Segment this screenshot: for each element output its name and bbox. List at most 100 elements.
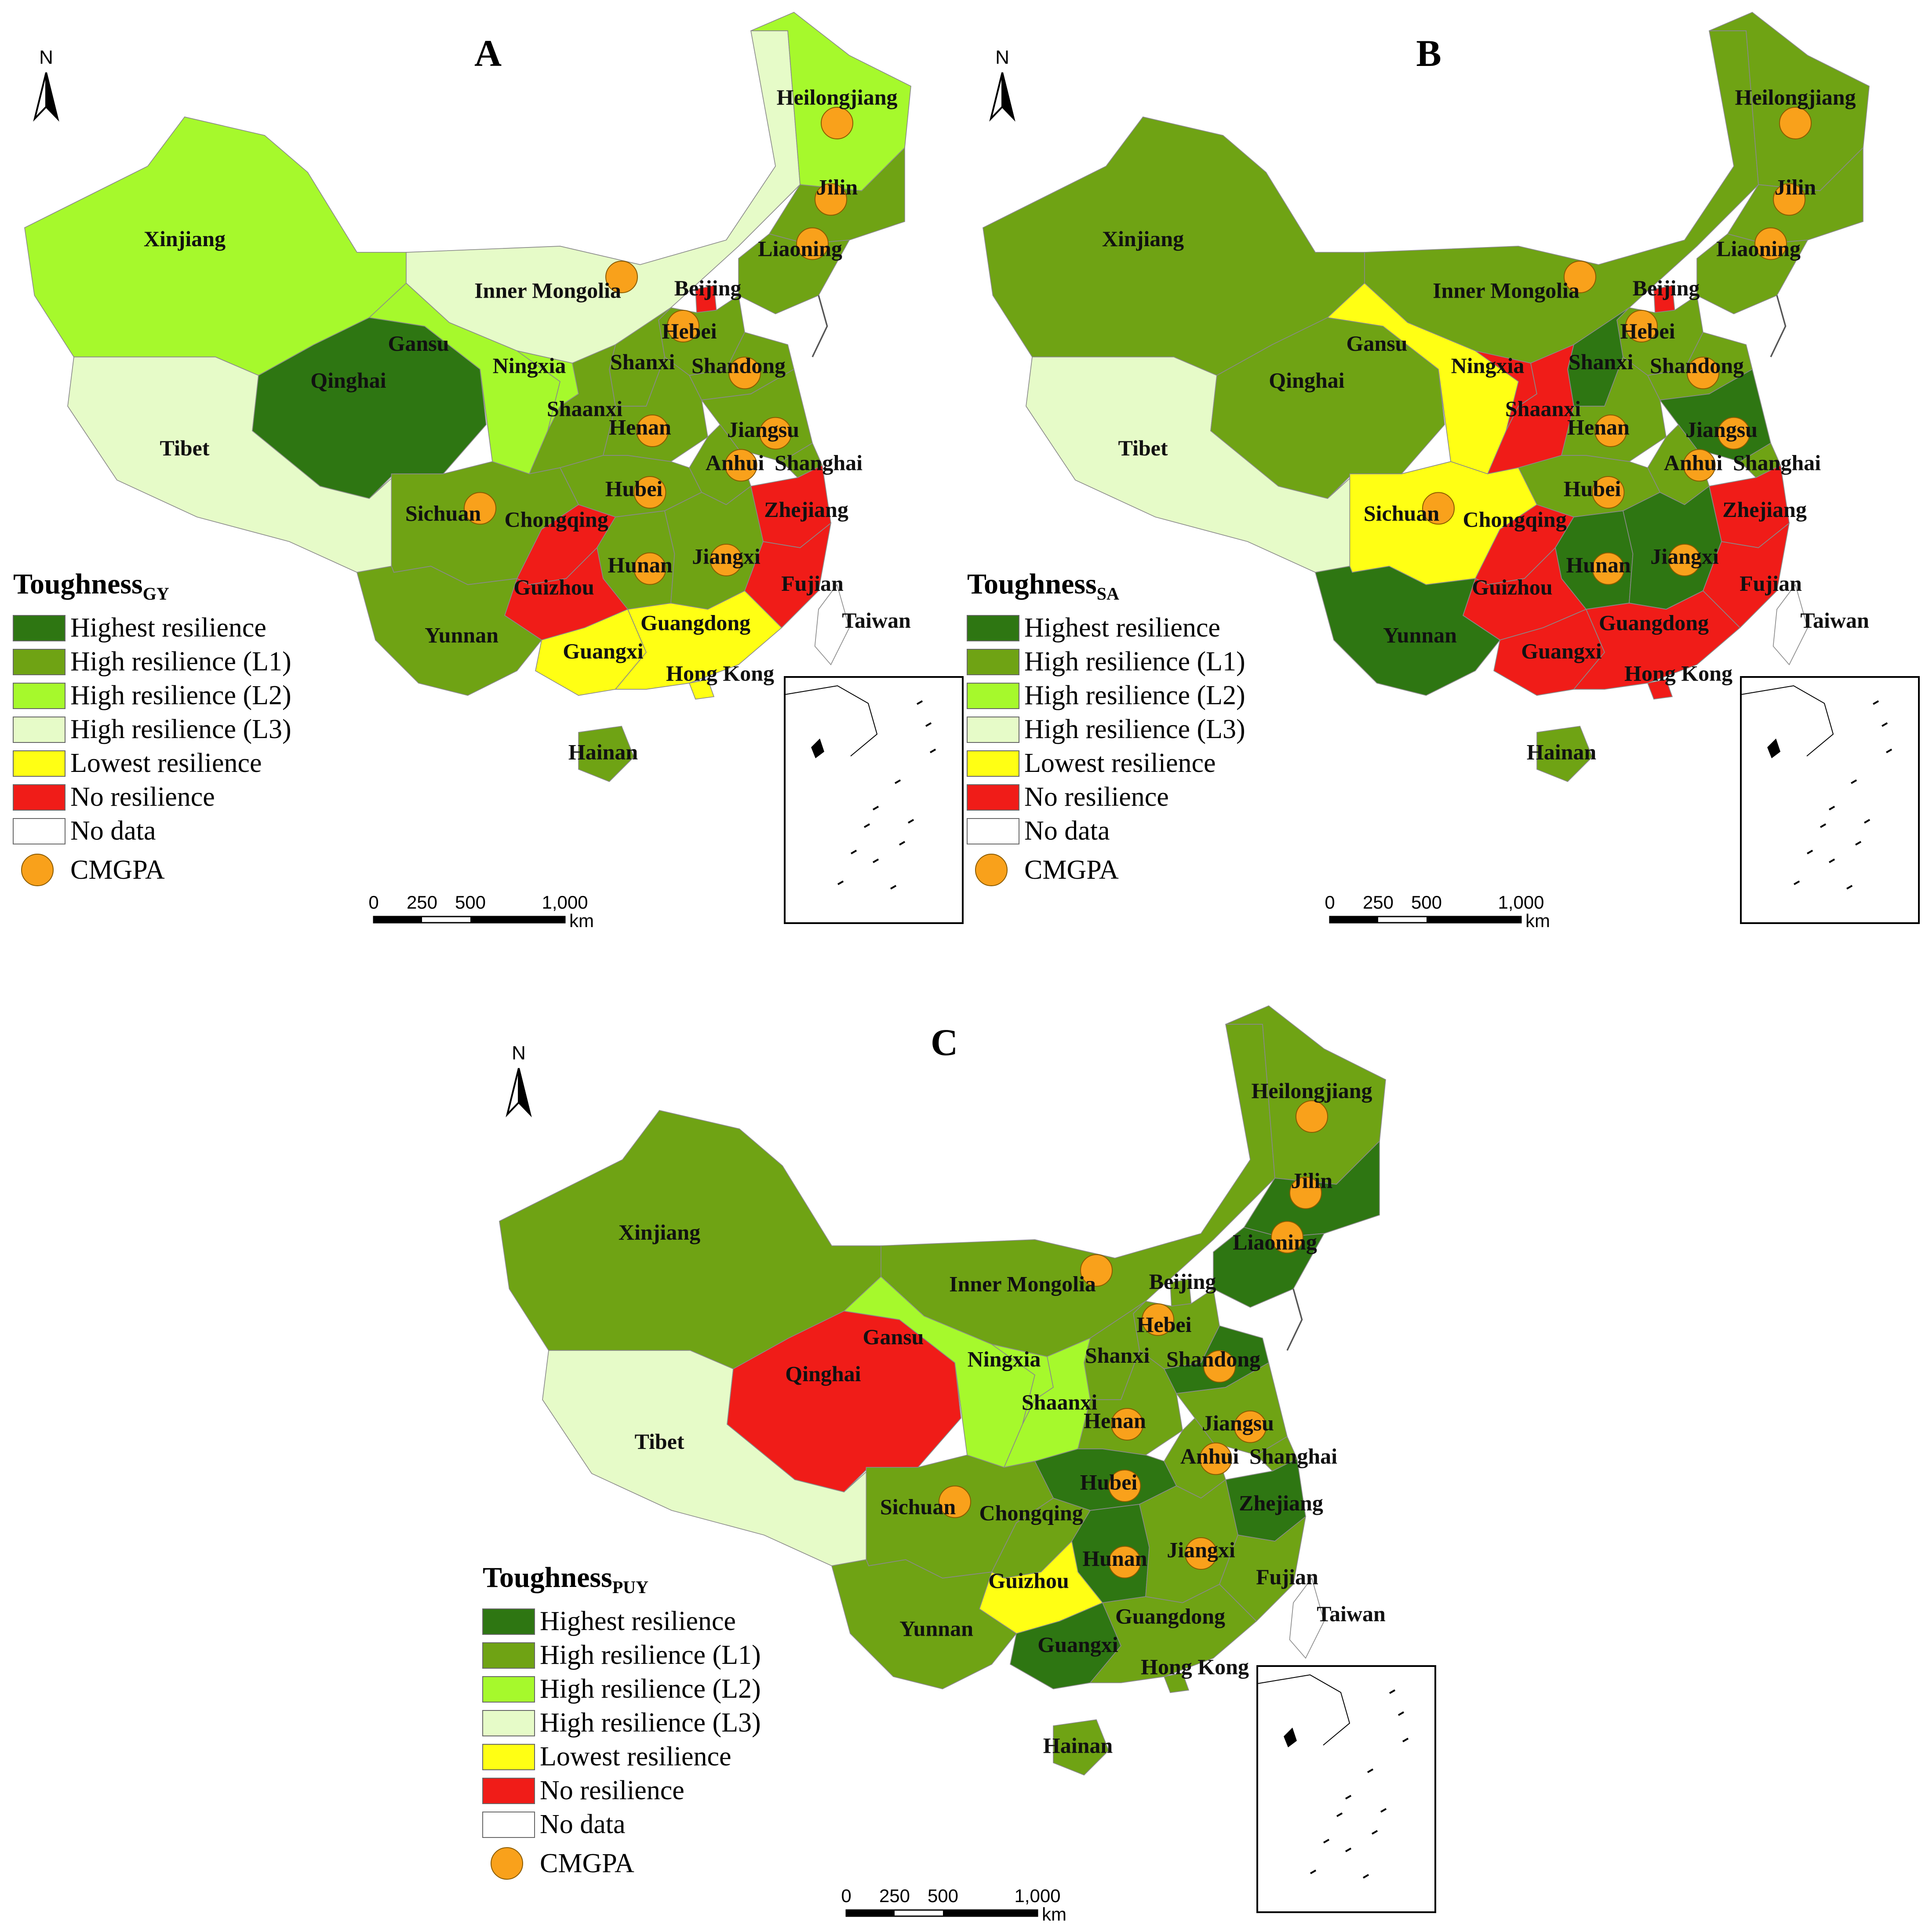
province-label: Anhui <box>1180 1444 1239 1469</box>
province-label: Hong Kong <box>1624 661 1732 685</box>
province-label: Hebei <box>662 319 717 343</box>
legend-subscript: GY <box>143 584 169 604</box>
legend-swatch-highest <box>967 615 1019 641</box>
province-label: Shandong <box>1650 353 1744 378</box>
legend-label: High resilience (L3) <box>70 714 291 744</box>
cmgpa-marker-henan <box>636 415 669 447</box>
cmgpa-marker-jiangxi <box>1668 544 1701 576</box>
province-label: Xinjiang <box>619 1220 700 1244</box>
province-label: Hunan <box>1566 553 1631 577</box>
region-taiwan <box>1772 584 1808 666</box>
province-label: Chongqing <box>1463 507 1566 531</box>
region-guangdong <box>1089 1583 1257 1683</box>
scale-tick-label: 0 <box>1325 892 1335 913</box>
legend-label: Lowest resilience <box>70 748 262 778</box>
province-map <box>983 12 1870 782</box>
province-label: Yunnan <box>425 623 499 648</box>
region-hainan <box>1536 726 1593 782</box>
province-map <box>24 12 911 782</box>
province-label: Fujian <box>1256 1565 1318 1589</box>
region-taiwan <box>814 584 850 666</box>
legend-cmgpa-marker <box>21 854 54 886</box>
scale-tick-label: 0 <box>368 892 379 913</box>
bohai-coast <box>812 295 828 357</box>
province-label: Hebei <box>1620 319 1675 343</box>
province-label: Yunnan <box>1383 623 1457 648</box>
legend-label: Highest resilience <box>1024 613 1220 643</box>
scale-tick-label: 1,000 <box>542 892 588 913</box>
legend-swatch-highest <box>482 1608 535 1635</box>
region-taiwan <box>1289 1577 1325 1659</box>
legend-swatch-none <box>967 784 1019 811</box>
province-label: Henan <box>1567 415 1630 439</box>
province-label: Zhejiang <box>1722 497 1807 522</box>
province-label: Shanghai <box>1249 1444 1337 1469</box>
panel-letter: B <box>1416 32 1441 74</box>
legend-label: High resilience (L3) <box>1024 714 1245 744</box>
region-hong-kong <box>1647 679 1673 700</box>
cmgpa-marker-anhui <box>1683 449 1716 482</box>
legend-swatch-none <box>482 1778 535 1804</box>
legend-label: No data <box>70 816 156 846</box>
province-label: Hubei <box>1080 1470 1138 1494</box>
province-label: Tibet <box>160 436 210 460</box>
province-label: Shanghai <box>775 451 863 475</box>
province-label: Qinghai <box>785 1361 861 1386</box>
legend-label: No data <box>540 1809 626 1839</box>
region-inner-mongolia <box>406 30 801 364</box>
cmgpa-marker-henan <box>1594 415 1627 447</box>
province-label: Shandong <box>1166 1346 1260 1371</box>
province-label: Liaoning <box>1233 1230 1317 1254</box>
province-label: Inner Mongolia <box>949 1272 1096 1296</box>
province-label: Sichuan <box>1364 501 1440 525</box>
province-label: Hebei <box>1137 1312 1192 1337</box>
province-label: Sichuan <box>405 501 481 525</box>
legend-subscript: PUY <box>612 1577 648 1597</box>
province-label: Heilongjiang <box>1735 85 1856 109</box>
region-qinghai <box>252 317 487 499</box>
province-label: Heilongjiang <box>776 85 897 109</box>
province-label: Jiangxi <box>692 544 761 568</box>
legend-subscript: SA <box>1097 584 1119 604</box>
province-label: Beijing <box>1633 276 1700 300</box>
province-label: Hong Kong <box>666 661 774 685</box>
cmgpa-marker-hebei <box>1625 310 1658 342</box>
legend-label: Highest resilience <box>70 613 266 643</box>
legend-label: High resilience (L2) <box>70 680 291 710</box>
legend-swatch-no_data <box>13 818 66 844</box>
cmgpa-marker-anhui <box>724 449 757 482</box>
cmgpa-marker-hubei <box>633 476 666 509</box>
province-label: Chongqing <box>504 507 608 531</box>
cmgpa-marker-jilin <box>1289 1176 1322 1209</box>
province-label: Ningxia <box>493 353 566 378</box>
province-label: Qinghai <box>1269 368 1344 393</box>
cmgpa-marker-hebei <box>1142 1303 1174 1336</box>
legend-cmgpa-label: CMGPA <box>540 1848 634 1878</box>
legend-label: High resilience (L1) <box>540 1640 761 1670</box>
province-label: Fujian <box>781 571 844 596</box>
legend-label: High resilience (L1) <box>70 647 291 677</box>
province-label: Guangdong <box>1115 1604 1225 1629</box>
cmgpa-marker-sichuan <box>1422 492 1455 525</box>
province-label: Jiangsu <box>1202 1411 1274 1435</box>
south-china-sea-inset <box>1256 1665 1436 1913</box>
south-china-sea-inset <box>1740 676 1920 924</box>
cmgpa-marker-anhui <box>1199 1442 1232 1475</box>
region-hainan <box>578 726 634 782</box>
legend: ToughnessSA Highest resilience High resili… <box>967 568 1245 886</box>
province-label: Guizhou <box>988 1568 1069 1593</box>
scale-tick-label: 1,000 <box>1498 892 1544 913</box>
cmgpa-marker-jiangsu <box>759 417 792 450</box>
province-label: Jilin <box>1775 175 1816 199</box>
province-label: Guangdong <box>1599 611 1709 635</box>
legend-label: Lowest resilience <box>540 1742 732 1772</box>
scale-tick-label: 250 <box>407 892 437 913</box>
cmgpa-marker-jiangxi <box>1185 1537 1217 1570</box>
province-label: Beijing <box>674 276 742 300</box>
cmgpa-marker-liaoning <box>796 227 829 260</box>
province-label: Shanxi <box>610 349 675 374</box>
cmgpa-marker-shandong <box>1203 1350 1236 1383</box>
province-label: Shaanxi <box>1022 1390 1097 1414</box>
legend-title: ToughnessPUY <box>483 1561 648 1597</box>
